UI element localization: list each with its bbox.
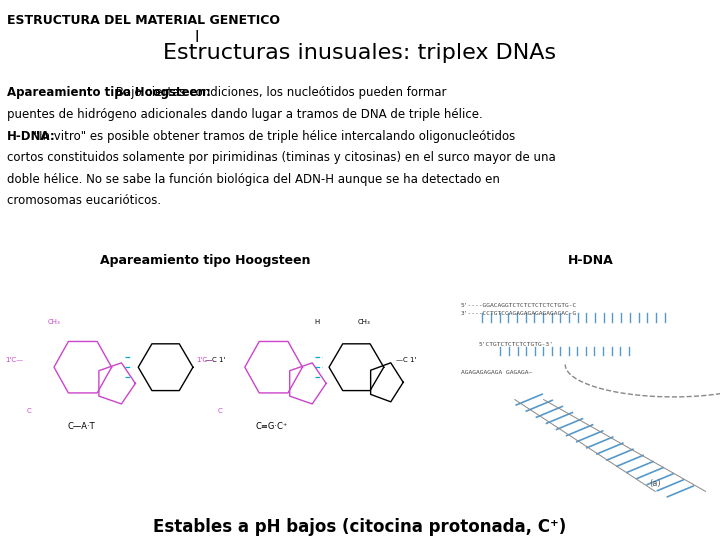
Text: Apareamiento tipo Hoogsteen:: Apareamiento tipo Hoogsteen: (7, 86, 211, 99)
Text: 1'C—: 1'C— (197, 357, 215, 363)
Text: Estables a pH bajos (citocina protonada, C⁺): Estables a pH bajos (citocina protonada,… (153, 518, 567, 536)
Text: ESTRUCTURA DEL MATERIAL GENETICO: ESTRUCTURA DEL MATERIAL GENETICO (7, 14, 280, 26)
Text: doble hélice. No se sabe la función biológica del ADN-H aunque se ha detectado e: doble hélice. No se sabe la función biol… (7, 173, 500, 186)
Text: "In vitro" es posible obtener tramos de triple hélice intercalando oligonucleóti: "In vitro" es posible obtener tramos de … (30, 130, 515, 143)
Text: Estructuras inusuales: triplex DNAs: Estructuras inusuales: triplex DNAs (163, 43, 557, 63)
Text: (a): (a) (649, 479, 661, 488)
Text: cortos constituidos solamente por pirimidinas (timinas y citosinas) en el surco : cortos constituidos solamente por pirimi… (7, 151, 556, 164)
Text: Apareamiento tipo Hoogsteen: Apareamiento tipo Hoogsteen (100, 254, 310, 267)
Text: C: C (217, 408, 222, 414)
Text: C: C (27, 408, 31, 414)
Text: CH₃: CH₃ (357, 319, 370, 325)
Text: CH₃: CH₃ (48, 319, 60, 325)
Text: Bajo ciertas condiciones, los nucleótidos pueden formar: Bajo ciertas condiciones, los nucleótido… (112, 86, 446, 99)
Text: —C 1': —C 1' (205, 357, 225, 363)
Text: 5'----GGACAGGTCTCTCTCTCTCTGTG-C: 5'----GGACAGGTCTCTCTCTCTCTGTG-C (461, 303, 577, 308)
Text: I: I (194, 30, 199, 45)
Text: H-DNA:: H-DNA: (7, 130, 56, 143)
Text: 5'CTGTCTCTCTCTGTG-3': 5'CTGTCTCTCTCTGTG-3' (479, 342, 554, 347)
Text: AGAGAGAGAGA GAGAGA—: AGAGAGAGAGA GAGAGA— (461, 370, 532, 375)
Text: C≡G·C⁺: C≡G·C⁺ (256, 422, 288, 431)
Text: —C 1': —C 1' (396, 357, 416, 363)
Text: 3'----CCTGTCCAGAGAGAGAGAGACAC-G: 3'----CCTGTCCAGAGAGAGAGAGACAC-G (461, 311, 577, 316)
Text: H: H (314, 319, 320, 325)
Text: cromosomas eucarióticos.: cromosomas eucarióticos. (7, 194, 161, 207)
Text: H-DNA: H-DNA (567, 254, 613, 267)
Text: 1'C—: 1'C— (6, 357, 24, 363)
Text: C—A·T: C—A·T (68, 422, 95, 431)
Text: puentes de hidrógeno adicionales dando lugar a tramos de DNA de triple hélice.: puentes de hidrógeno adicionales dando l… (7, 108, 483, 121)
